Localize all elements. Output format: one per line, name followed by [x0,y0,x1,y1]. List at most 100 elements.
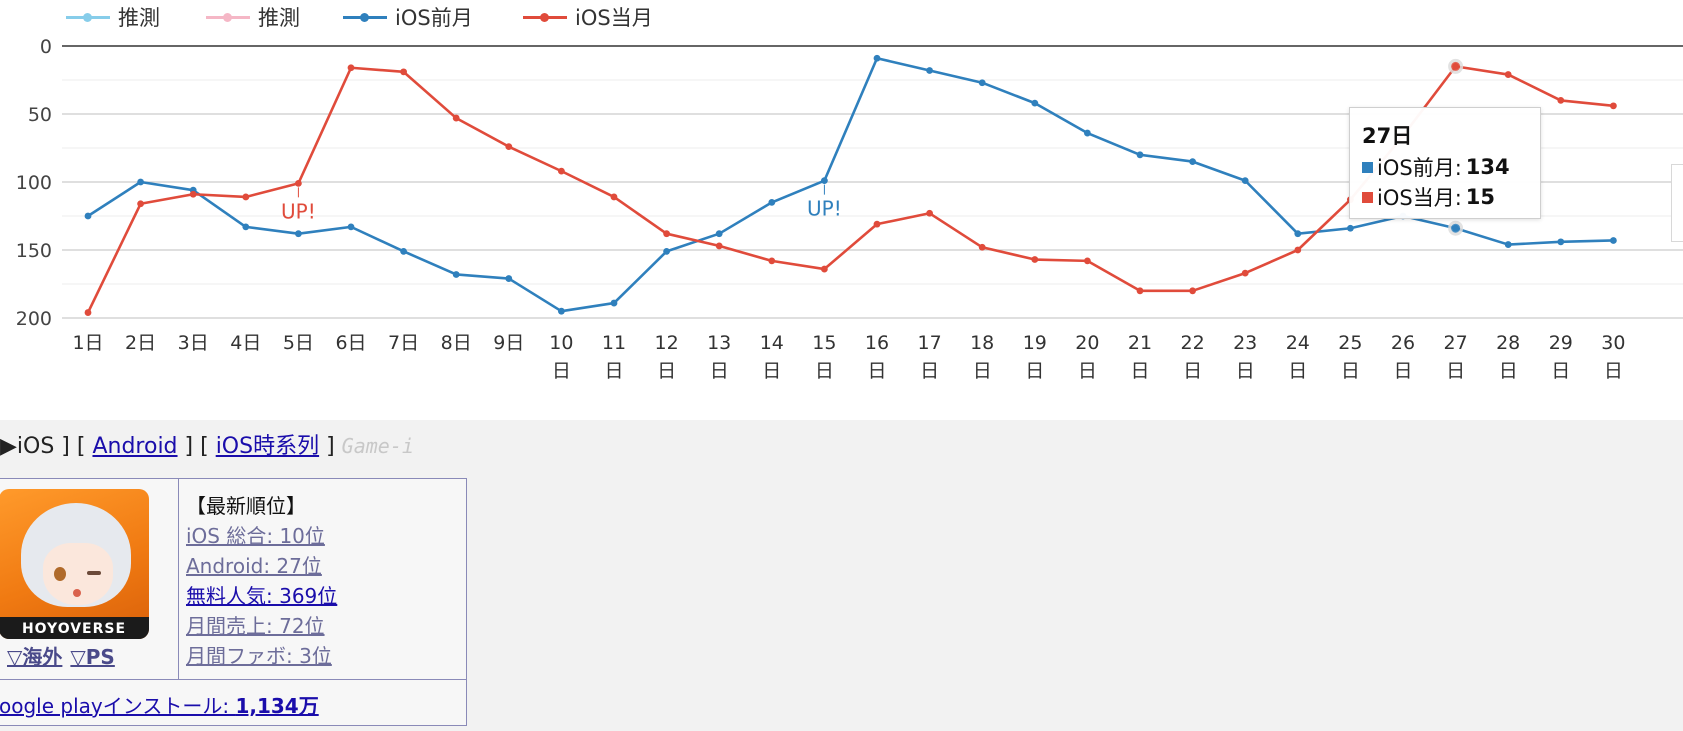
x-tick-label-suffix: 日 [552,360,571,382]
x-tick-label: 15 [812,332,836,354]
x-tick-label: 11 [602,332,626,354]
data-point [1084,129,1091,137]
legend-item-ios-this-month[interactable]: iOS当月 [523,2,653,32]
data-point [663,247,670,255]
nav-android-link[interactable]: Android [92,434,178,459]
data-point [1347,224,1354,232]
x-tick-label: 7日 [388,332,419,354]
x-tick-label: 4日 [230,332,261,354]
nav-separator: ] [319,434,342,459]
app-icon-cell: HOYOVERSE ▽海外 ▽PS [0,479,179,679]
app-info-table: HOYOVERSE ▽海外 ▽PS 【最新順位】 iOS 総合: 10位 Andr… [0,478,467,726]
data-point [1031,99,1039,107]
x-tick-label: 17 [918,332,942,354]
annotation-label: UP! [807,197,842,221]
legend-swatch-icon [206,5,250,29]
x-tick-label-suffix: 日 [1393,360,1412,382]
data-point [84,212,92,220]
x-tick-label: 23 [1233,332,1257,354]
x-tick-label: 10 [549,332,573,354]
x-tick-label: 14 [760,332,784,354]
x-tick-label: 5日 [283,332,314,354]
x-tick-label-suffix: 日 [1446,360,1465,382]
x-tick-label: 1日 [72,332,103,354]
latest-rank-block: 【最新順位】 iOS 総合: 10位 Android: 27位 無料人気: 36… [186,491,337,671]
data-point [1136,287,1144,295]
install-label: oogle playインストール: [0,694,236,718]
data-point [1504,71,1512,78]
app-icon[interactable]: HOYOVERSE [0,489,149,639]
x-tick-label-suffix: 日 [657,360,676,382]
x-tick-label-suffix: 日 [867,360,886,382]
install-link[interactable]: oogle playインストール: 1,134万 [0,694,319,718]
x-tick-label: 12 [655,332,679,354]
ps-link[interactable]: ▽PS [70,645,115,669]
x-tick-label: 16 [865,332,889,354]
data-point [873,220,881,228]
series-line [87,56,1614,313]
data-point [400,68,407,76]
overseas-link[interactable]: ▽海外 [7,645,63,669]
rank-link-free[interactable]: 無料人気: 369位 [186,584,338,608]
rank-link-monthly-sales[interactable]: 月間売上: 72位 [186,614,325,638]
x-tick-label-suffix: 日 [1183,360,1202,382]
rank-link-android[interactable]: Android: 27位 [186,554,322,578]
data-point [295,179,302,187]
nav-separator: ] [ [177,434,216,459]
legend-label: 推測 [118,6,160,30]
y-tick-label: 200 [16,308,52,330]
tooltip-row-prev: iOS前月: 134 [1362,152,1510,182]
legend-swatch-icon [523,5,567,29]
chart-legend: 推測 推測 iOS前月 iOS当月 [0,0,800,36]
legend-item-ios-prev-month[interactable]: iOS前月 [343,2,473,32]
data-point [715,230,723,238]
data-point [347,223,355,231]
nav-ios-series-link[interactable]: iOS時系列 [215,434,320,459]
tooltip-row-label: iOS当月: [1377,186,1462,210]
data-point [1610,102,1617,110]
legend-item-forecast-1[interactable]: 推測 [66,2,160,32]
y-tick-label: 0 [40,36,52,58]
y-tick-label: 150 [16,240,52,262]
rank-link-ios-total[interactable]: iOS 総合: 10位 [186,524,325,548]
data-point [452,271,460,278]
platform-nav: ▶iOS ] [ Android ] [ iOS時系列 ] Game-i [0,428,414,460]
x-tick-label-suffix: 日 [973,360,992,382]
data-point [821,177,828,185]
data-point [873,54,881,62]
x-tick-label-suffix: 日 [1499,360,1518,382]
x-tick-label: 6日 [335,332,366,354]
series-square-icon [1362,191,1373,203]
tooltip-row-value: 15 [1465,185,1496,209]
tooltip-row-value: 134 [1465,155,1510,179]
x-tick-label: 9日 [493,332,524,354]
nav-current-ios: ▶iOS ] [ [0,434,93,459]
legend-item-forecast-2[interactable]: 推測 [206,2,300,32]
secondary-tooltip [1671,164,1683,242]
x-tick-label-suffix: 日 [762,360,781,382]
data-point [452,114,460,122]
install-row: oogle playインストール: 1,134万 [0,679,466,726]
data-point [84,309,92,316]
rank-link-monthly-fav[interactable]: 月間ファボ: 3位 [186,644,332,668]
data-point [663,230,670,238]
x-tick-label-suffix: 日 [604,360,623,382]
x-tick-label: 22 [1181,332,1205,354]
data-point [1610,237,1617,244]
chart-area: 0 50 100 150 200 1日 2日 3日 4日 5日 6日 7日 8日 9日 10 日 11 日 12 日 1… [0,0,1683,420]
nav-gamei-label: Game-i [341,434,414,458]
data-point [1294,230,1302,238]
data-point [1136,151,1144,159]
data-point [768,257,776,265]
x-tick-label-suffix: 日 [710,360,729,382]
x-tick-label: 8日 [441,332,472,354]
legend-label: iOS当月 [575,6,653,30]
x-tick-label-suffix: 日 [1288,360,1307,382]
x-tick-label: 25 [1338,332,1362,354]
data-point [347,64,355,72]
data-point [505,143,513,151]
data-point [1294,246,1302,254]
x-tick-label-suffix: 日 [1341,360,1360,382]
annotation-label: UP! [281,199,316,223]
data-point [821,265,828,273]
